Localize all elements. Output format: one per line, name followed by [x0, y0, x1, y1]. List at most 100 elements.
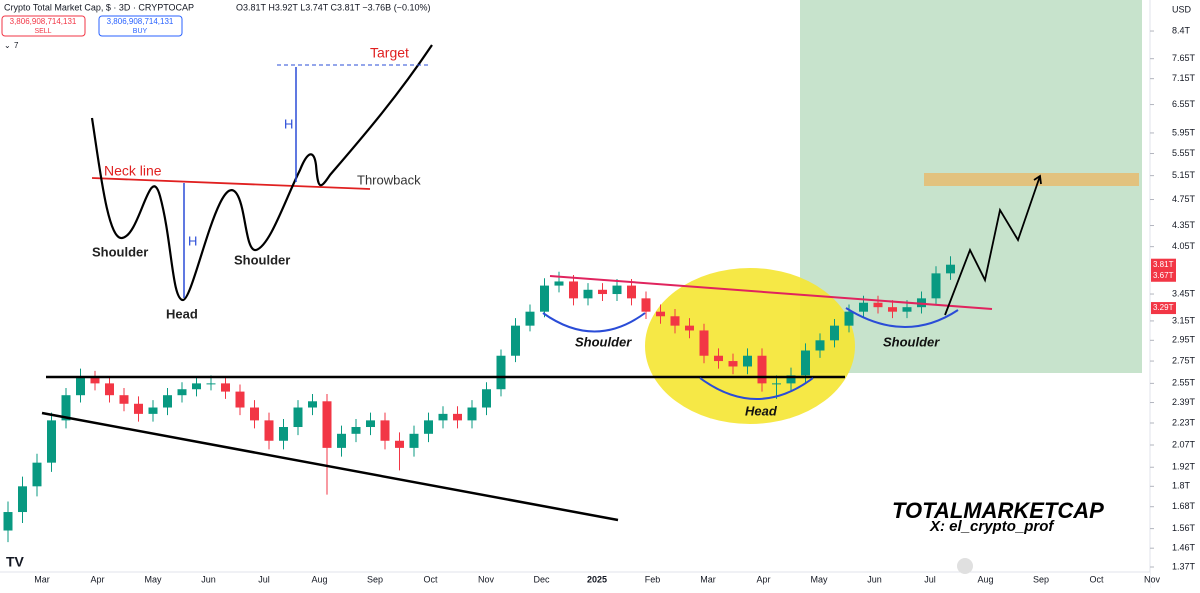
y-tick-label: 4.75T	[1172, 194, 1196, 204]
y-tick-label: 2.75T	[1172, 355, 1196, 365]
y-tick-label: 8.4T	[1172, 25, 1191, 35]
candle-body	[569, 281, 578, 299]
candle-body	[148, 407, 158, 414]
inset-bg	[68, 30, 441, 327]
currency: USD	[1172, 4, 1192, 14]
price-tag	[1151, 302, 1176, 315]
inset-curve	[90, 44, 433, 302]
y-tick-label: 7.65T	[1172, 53, 1196, 63]
candle-body	[177, 389, 187, 396]
candle-body	[366, 420, 375, 428]
candle-body	[76, 377, 85, 396]
candle-body	[743, 355, 752, 367]
y-tick-label: 4.05T	[1172, 241, 1196, 251]
y-tick-label: 5.55T	[1172, 148, 1196, 158]
candle-body	[293, 407, 303, 428]
ohlc: O3.81T H3.92T L3.74T C3.81T −3.76B (−0.1…	[236, 2, 430, 12]
candle-body	[685, 325, 694, 331]
inset-label: Shoulder	[92, 244, 148, 259]
y-tick-label: 1.56T	[1172, 523, 1196, 533]
candle-body	[540, 285, 549, 312]
x-tick-label: Sep	[1033, 574, 1049, 584]
candle-body	[453, 413, 462, 421]
candle-body	[496, 355, 506, 390]
inset-label: Neck line	[104, 163, 162, 179]
candle-body	[641, 298, 651, 312]
projection-arrow	[1033, 174, 1042, 185]
y-tick-label: 2.39T	[1172, 397, 1196, 407]
annotation: Head	[745, 403, 778, 418]
candle-body	[888, 307, 897, 312]
candle-body	[163, 395, 172, 408]
x-tick-label: Jul	[258, 574, 270, 584]
inset-label: Head	[166, 306, 198, 321]
candle-body	[134, 403, 143, 414]
price-tag	[1151, 269, 1176, 282]
buy-label: BUY	[133, 28, 148, 35]
x-tick-label: Aug	[977, 574, 993, 584]
sell-button[interactable]	[1, 15, 86, 37]
y-tick-label: 2.07T	[1172, 439, 1196, 449]
inset-label: Throwback	[357, 172, 421, 187]
x-tick-label: 2025	[587, 574, 607, 584]
candle-body	[90, 377, 100, 384]
candle-body	[525, 311, 535, 326]
y-tick-label: 2.55T	[1172, 378, 1196, 388]
x-tick-label: Sep	[367, 574, 383, 584]
candle-body	[409, 433, 419, 448]
x-tick-label: Aug	[311, 574, 327, 584]
logo: TV	[6, 554, 25, 570]
buy-button[interactable]	[98, 15, 183, 37]
candle-body	[250, 407, 259, 421]
candle-body	[554, 281, 564, 286]
candle-body	[830, 325, 839, 341]
y-tick-label: 2.95T	[1172, 335, 1196, 345]
y-tick-label: 1.46T	[1172, 543, 1196, 553]
candle-body	[3, 512, 13, 531]
candle-body	[728, 361, 738, 367]
candle-body	[308, 401, 317, 408]
header-title: Crypto Total Market Cap, $ · 3D · CRYPTO…	[4, 2, 194, 12]
candle-body	[18, 486, 27, 513]
price-tag-label: 3.29T	[1153, 303, 1174, 312]
candle-body	[757, 355, 767, 384]
inset-label: H	[284, 116, 293, 131]
x-tick-label: Mar	[700, 574, 716, 584]
x-tick-label: Dec	[533, 574, 550, 584]
y-tick-label: 4.35T	[1172, 220, 1196, 230]
price-axis	[1150, 0, 1200, 588]
target-zone	[800, 0, 1142, 373]
candle-body	[351, 427, 361, 434]
candle-body	[699, 330, 709, 356]
inset: Target H Neck line Throwback H Shoulder …	[68, 30, 441, 327]
x-tick-label: Apr	[90, 574, 104, 584]
candle-body	[714, 355, 723, 362]
sell-label: SELL	[34, 28, 51, 35]
candle-body	[815, 340, 825, 351]
indicators-toggle[interactable]: ⌄	[4, 41, 11, 50]
candle-body	[235, 391, 245, 408]
candle-body	[119, 395, 129, 404]
annotation: Shoulder	[883, 334, 940, 349]
candle-body	[946, 264, 955, 274]
candle-body	[47, 420, 56, 463]
y-tick-label: 3.45T	[1172, 288, 1196, 298]
candle-body	[192, 383, 201, 390]
head-arc	[699, 377, 814, 400]
candle-body	[482, 389, 491, 408]
shoulder-arc	[542, 312, 646, 333]
inset-label: Target	[370, 45, 409, 61]
shoulder-arc	[845, 307, 959, 328]
candle-body	[627, 285, 636, 299]
inset-label: H	[188, 233, 197, 248]
indicator-count: 7	[14, 41, 19, 50]
candle-body	[105, 383, 114, 396]
candle-body	[279, 427, 288, 441]
y-tick-label: 5.95T	[1172, 127, 1196, 137]
candle-body	[844, 311, 854, 326]
x-tick-label: Jun	[201, 574, 216, 584]
x-tick-label: Nov	[478, 574, 495, 584]
x-tick-label: Oct	[1089, 574, 1104, 584]
